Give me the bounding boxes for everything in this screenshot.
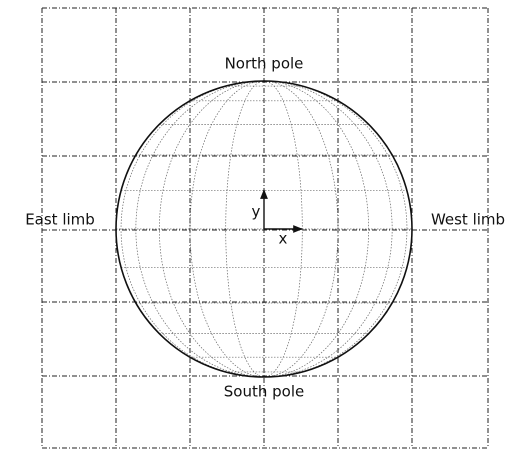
x-axis-label: x	[279, 230, 288, 248]
sun-diagram: North pole South pole East limb West lim…	[0, 0, 520, 451]
south-pole-label: South pole	[224, 383, 304, 401]
west-limb-label: West limb	[431, 211, 505, 229]
east-limb-label: East limb	[25, 211, 95, 229]
y-axis-label: y	[252, 203, 261, 221]
north-pole-label: North pole	[225, 55, 304, 73]
